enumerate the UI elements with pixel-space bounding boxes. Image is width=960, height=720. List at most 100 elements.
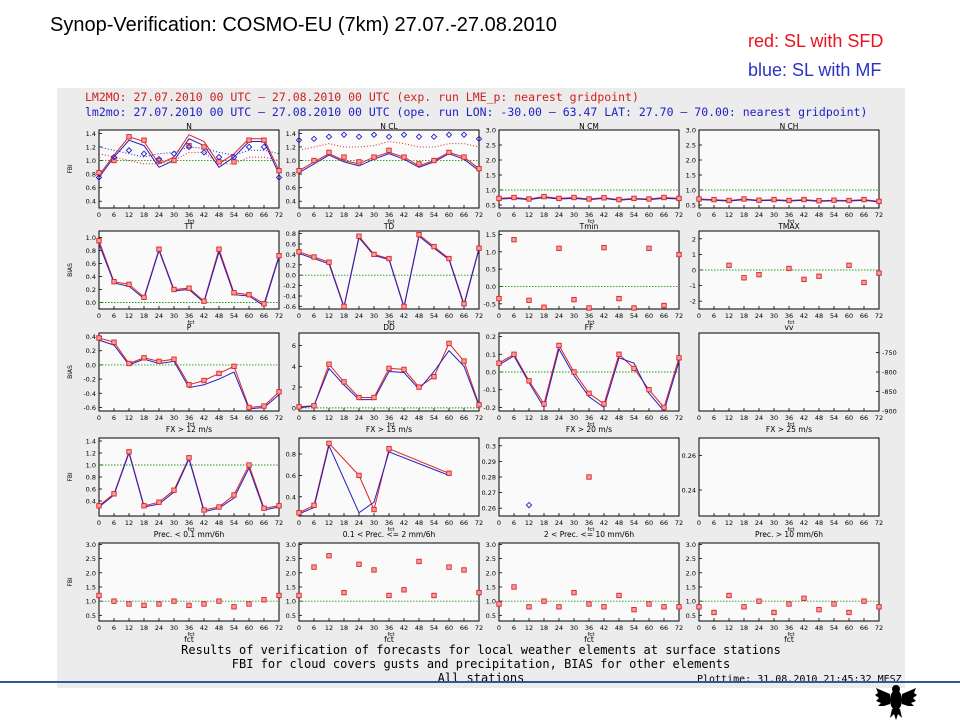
y-tick-label: 3.0 [486,541,496,549]
y-tick-label: 1.5 [486,172,496,180]
y-axis-label: FBI [67,577,74,587]
x-unit-label: fct [387,632,395,638]
data-point-red-squares [326,440,332,446]
x-tick-label: 36 [185,624,193,632]
x-tick-label: 0 [297,624,301,632]
x-tick-label: 30 [370,519,378,527]
data-point-red-squares [461,154,467,160]
x-unit-label: fct [587,219,595,225]
x-tick-label: 18 [540,519,548,527]
data-point-red-squares [601,604,607,610]
data-point-red-squares [631,305,637,311]
x-tick-label: 18 [540,414,548,422]
data-point-red-squares [276,253,282,259]
x-tick-label: 60 [445,624,453,632]
x-tick-label: 6 [112,211,116,219]
data-point-red-squares [111,339,117,345]
data-point-red-squares [511,584,517,590]
series-dotted-red-dotted [98,151,280,165]
data-point-blue-diamonds [475,135,483,143]
data-point-red-squares [786,601,792,607]
x-tick-label: 12 [325,519,333,527]
x-tick-label: 6 [712,312,716,320]
data-point-red-squares [296,404,302,410]
x-tick-label: 66 [260,624,268,632]
x-tick-label: 36 [185,211,193,219]
x-tick-label: 60 [245,211,253,219]
x-tick-label: 24 [355,414,363,422]
data-point-red-squares [171,356,177,362]
x-tick-label: 0 [297,519,301,527]
data-point-red-squares [216,504,222,510]
y-tick-label: 0.26 [482,505,496,513]
y-tick-label: -0.5 [483,300,496,308]
data-point-red-squares [476,166,482,172]
x-tick-label: 72 [675,312,683,320]
x-tick-label: 0 [297,211,301,219]
verification-plot-svg: LM2MO: 27.07.2010 00 UTC – 27.08.2010 00… [67,90,902,685]
x-tick-label: 6 [112,414,116,422]
y-tick-label: 0.4 [286,493,296,501]
y-tick-label: 1 [692,251,696,259]
y-tick-label: 0.0 [486,369,496,377]
data-point-red-squares [231,492,237,498]
panel-caption: FX > 25 m/s [766,425,812,434]
data-point-blue-diamonds [355,133,363,141]
x-tick-label: 12 [125,211,133,219]
x-tick-label: 60 [245,414,253,422]
x-tick-label: 24 [155,312,163,320]
x-tick-label: 30 [370,211,378,219]
data-point-red-squares [526,297,532,303]
x-tick-label: 36 [385,519,393,527]
panel-caption: 2 < Prec. <= 10 mm/6h [544,530,634,539]
data-point-blue-diamonds [340,131,348,138]
x-tick-label: 24 [755,312,763,320]
y-tick-label: 0.28 [482,474,496,482]
x-tick-label: 48 [615,414,623,422]
panel-caption: fct [784,635,794,644]
x-tick-label: 66 [460,211,468,219]
x-tick-label: 48 [415,519,423,527]
data-point-red-squares [601,401,607,407]
x-tick-label: 54 [630,312,638,320]
data-point-red-squares [756,272,762,278]
data-point-red-squares [646,245,652,251]
x-tick-label: 54 [630,211,638,219]
data-point-red-squares [601,195,607,201]
header-line-exp: LM2MO: 27.07.2010 00 UTC – 27.08.2010 00… [85,90,639,104]
data-point-red-squares [616,351,622,357]
x-tick-label: 6 [712,211,716,219]
data-point-red-squares [186,602,192,609]
x-tick-label: 42 [400,624,408,632]
y-tick-label: 2.0 [686,569,696,577]
x-tick-label: 30 [770,624,778,632]
x-tick-label: 72 [275,519,283,527]
x-tick-label: 72 [275,211,283,219]
x-tick-label: 72 [875,519,883,527]
x-tick-label: 72 [875,414,883,422]
y-axis-label: FBI [67,164,74,174]
panel-caption: FX > 12 m/s [166,425,212,434]
data-point-red-squares [311,157,317,164]
data-point-red-squares [586,601,592,607]
panel-frame [98,230,280,310]
x-tick-label: 24 [555,211,563,219]
x-tick-label: 12 [125,624,133,632]
data-point-red-squares [476,245,482,251]
data-point-red-squares [356,472,362,479]
y-tick-label: 2.5 [286,555,296,563]
x-unit-label: fct [387,320,395,326]
data-point-red-squares [171,598,177,604]
x-tick-label: 12 [525,414,533,422]
data-point-red-squares [496,360,502,366]
y-tick-label: -0.4 [283,293,296,301]
x-tick-label: 42 [200,624,208,632]
data-point-red-squares [876,270,882,276]
data-point-red-squares [371,506,377,513]
x-tick-label: 12 [125,414,133,422]
data-point-red-squares [571,589,577,596]
panel-caption: fct [184,635,194,644]
data-point-red-squares [556,245,562,251]
